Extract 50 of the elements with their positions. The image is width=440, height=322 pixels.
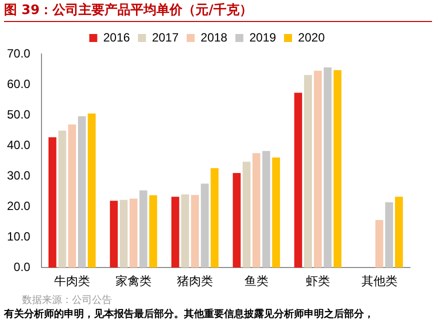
bar	[334, 70, 342, 268]
legend-label: 2019	[249, 30, 276, 44]
bar	[88, 114, 96, 268]
bar	[191, 194, 199, 268]
bar	[171, 196, 180, 268]
bar	[232, 173, 241, 268]
bar	[139, 190, 148, 268]
y-tick-label: 30.0	[6, 168, 31, 182]
bar	[304, 75, 312, 268]
bar	[200, 184, 209, 268]
x-tick-label: 猪肉类	[176, 274, 213, 288]
legend-label: 2017	[152, 30, 179, 44]
x-tick-label: 其他类	[361, 274, 398, 288]
y-tick-label: 20.0	[6, 198, 31, 213]
x-tick-label: 家禽类	[116, 274, 152, 288]
text: 有关分析师的申明，见本报告最后部分。其他重要信息披露见分析师申明之后部分，	[4, 307, 374, 321]
y-tick-label: 60.0	[6, 76, 31, 91]
legend-label: 2020	[298, 30, 326, 44]
bar	[130, 198, 138, 268]
bar	[181, 194, 190, 268]
bar	[294, 92, 302, 268]
bar	[314, 70, 322, 268]
y-tick-label: 70.0	[6, 46, 31, 60]
x-tick-label: 虾类	[306, 274, 330, 288]
y-tick-label: 10.0	[6, 229, 31, 244]
bar	[210, 168, 219, 268]
x-tick-label: 鱼类	[244, 274, 268, 288]
bar	[48, 137, 56, 268]
bar	[78, 116, 86, 268]
legend-label: 2016	[103, 30, 130, 44]
bar	[110, 200, 118, 268]
bar	[395, 196, 403, 268]
bar	[68, 124, 76, 268]
bar	[242, 162, 250, 268]
source-note: 数据来源：公司公告	[22, 294, 112, 307]
chart-title: 图 39：公司主要产品平均单价（元/千克）	[4, 2, 432, 22]
bar	[58, 130, 66, 268]
x-tick-label: 牛肉类	[54, 274, 90, 288]
bar	[272, 157, 280, 268]
bar	[385, 202, 394, 268]
bar	[149, 195, 158, 268]
legend-label: 2018	[200, 30, 228, 44]
y-tick-label: 50.0	[6, 107, 31, 122]
bar	[120, 200, 128, 268]
bar	[324, 67, 332, 268]
bar	[262, 151, 270, 268]
bar	[375, 220, 384, 268]
y-tick-label: 0.0	[14, 260, 31, 274]
bar	[252, 153, 260, 268]
y-tick-label: 40.0	[6, 138, 31, 152]
